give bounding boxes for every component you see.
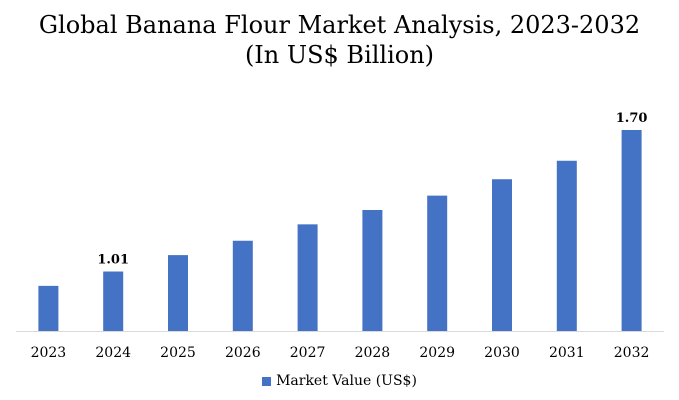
x-tick-label: 2032 xyxy=(614,345,650,361)
data-label: 1.01 xyxy=(97,253,129,268)
x-tick-label: 2027 xyxy=(290,345,326,361)
x-tick-label: 2025 xyxy=(160,345,196,361)
x-tick-label: 2026 xyxy=(225,345,261,361)
x-tick-label: 2024 xyxy=(95,345,131,361)
bar-2023 xyxy=(38,285,59,331)
bar-2025 xyxy=(168,255,188,331)
legend: Market Value (US$) xyxy=(0,373,679,389)
bar-2032 xyxy=(621,130,642,331)
bar-2030 xyxy=(492,179,512,331)
x-tick-label: 2030 xyxy=(484,345,520,361)
data-label: 1.70 xyxy=(616,111,648,126)
x-tick-label: 2023 xyxy=(31,345,67,361)
bar-group xyxy=(38,130,642,331)
x-tick-label: 2028 xyxy=(355,345,391,361)
bar-2031 xyxy=(556,160,577,331)
legend-label: Market Value (US$) xyxy=(276,373,417,389)
chart-title: Global Banana Flour Market Analysis, 202… xyxy=(38,11,641,39)
chart-subtitle: (In US$ Billion) xyxy=(244,41,435,69)
bar-2029 xyxy=(427,195,448,331)
bar-2024 xyxy=(103,271,124,331)
x-tick-label: 2031 xyxy=(549,345,585,361)
bar-2026 xyxy=(232,240,253,331)
data-labels: 1.01 1.70 xyxy=(97,111,647,268)
x-axis-tick-labels: 2023 2024 2025 2026 2027 2028 2029 2030 2031 2032 xyxy=(31,345,650,361)
bar-2027 xyxy=(297,224,318,331)
x-tick-label: 2029 xyxy=(419,345,455,361)
bar-2028 xyxy=(362,209,383,331)
legend-swatch xyxy=(262,376,272,386)
chart-title-block: Global Banana Flour Market Analysis, 202… xyxy=(0,10,679,70)
